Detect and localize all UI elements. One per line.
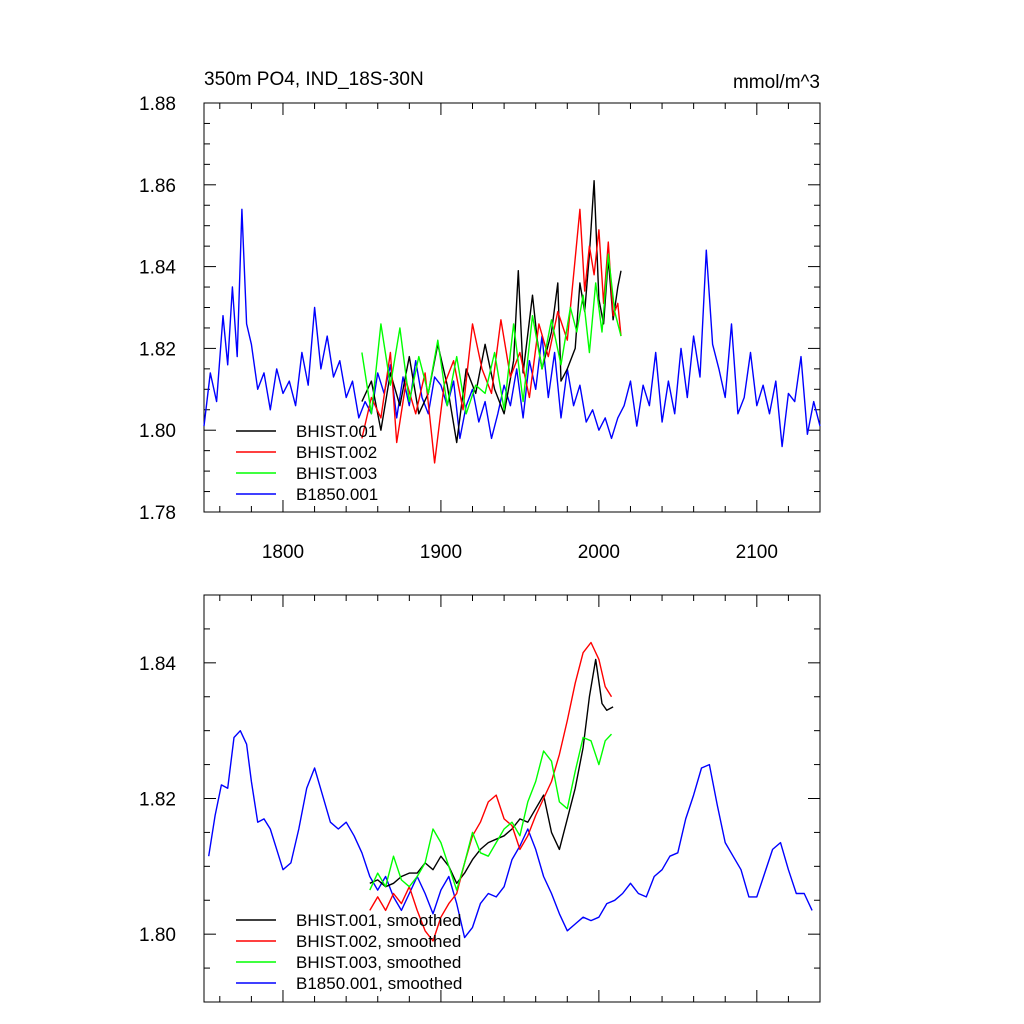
y-tick-label: 1.82	[139, 790, 176, 811]
y-tick-label: 1.84	[139, 258, 176, 279]
legend-label: B1850.001	[296, 485, 378, 504]
panel-top-plot: 1.78 1.80 1.82 1.84 1.86 1.88 1800 1900 2000 2100…	[139, 94, 821, 563]
series-line-bhist-002-smoothed	[369, 641, 613, 942]
legend-label: B1850.001, smoothed	[296, 974, 462, 993]
legend-label: BHIST.003	[296, 464, 377, 483]
series-line-bhist-001-smoothed	[369, 658, 614, 888]
series-line-b1850-001-smoothed	[208, 730, 813, 939]
legend-label: BHIST.001	[296, 422, 377, 441]
series-line-b1850-001	[203, 208, 821, 448]
legend-label: BHIST.002, smoothed	[296, 932, 461, 951]
y-tick-label: 1.88	[139, 94, 176, 115]
y-tick-label: 1.80	[139, 925, 176, 946]
legend-label: BHIST.001, smoothed	[296, 911, 461, 930]
series-line-bhist-001	[361, 179, 622, 444]
y-tick-label: 1.78	[139, 503, 176, 524]
legend-label: BHIST.002	[296, 443, 377, 462]
x-tick-label: 1800	[262, 542, 304, 563]
series-line-bhist-003	[361, 253, 622, 415]
y-tick-label: 1.80	[139, 421, 176, 442]
y-tick-label: 1.86	[139, 176, 176, 197]
y-tick-label: 1.82	[139, 339, 176, 360]
panel-top-units: mmol/m^3	[733, 72, 820, 93]
series-line-bhist-003-smoothed	[369, 733, 613, 891]
series-line-bhist-002	[361, 208, 622, 464]
panel-top-title: 350m PO4, IND_18S-30N	[204, 69, 424, 90]
panel-bottom-plot: 1.80 1.82 1.84 BHIST.001, smoothed BHIST.002…	[139, 594, 821, 1003]
x-tick-label: 2000	[578, 542, 620, 563]
x-tick-label: 2100	[736, 542, 778, 563]
y-tick-label: 1.84	[139, 654, 176, 675]
x-tick-label: 1900	[420, 542, 462, 563]
legend-label: BHIST.003, smoothed	[296, 953, 461, 972]
